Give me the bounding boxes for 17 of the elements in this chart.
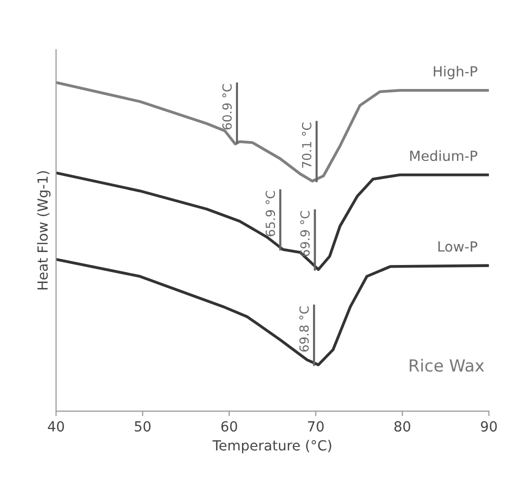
series-label: Medium-P [410, 150, 478, 162]
x-tick-label: 80 [394, 421, 410, 432]
x-axis-title: Temperature (°C) [212, 440, 332, 454]
x-tick-label: 40 [48, 421, 64, 432]
x-tick-label: 50 [134, 421, 151, 432]
annotation: 65.9 °C [266, 190, 276, 236]
annotation: 70.1 °C [302, 122, 312, 168]
x-tick-label: 70 [308, 421, 324, 432]
annotation: 69.9 °C [300, 211, 310, 256]
y-axis-title: Heat Flow (Wg-1) [37, 171, 50, 290]
annotation: 69.8 °C [299, 306, 309, 352]
x-tick-label: 90 [480, 421, 497, 432]
annotation: Rice Wax [410, 358, 484, 372]
x-tick-label: 60 [221, 421, 238, 432]
series-label: High-P [434, 66, 478, 80]
series-label: Low-P [438, 241, 478, 252]
annotation: 60.9 °C [222, 84, 232, 130]
